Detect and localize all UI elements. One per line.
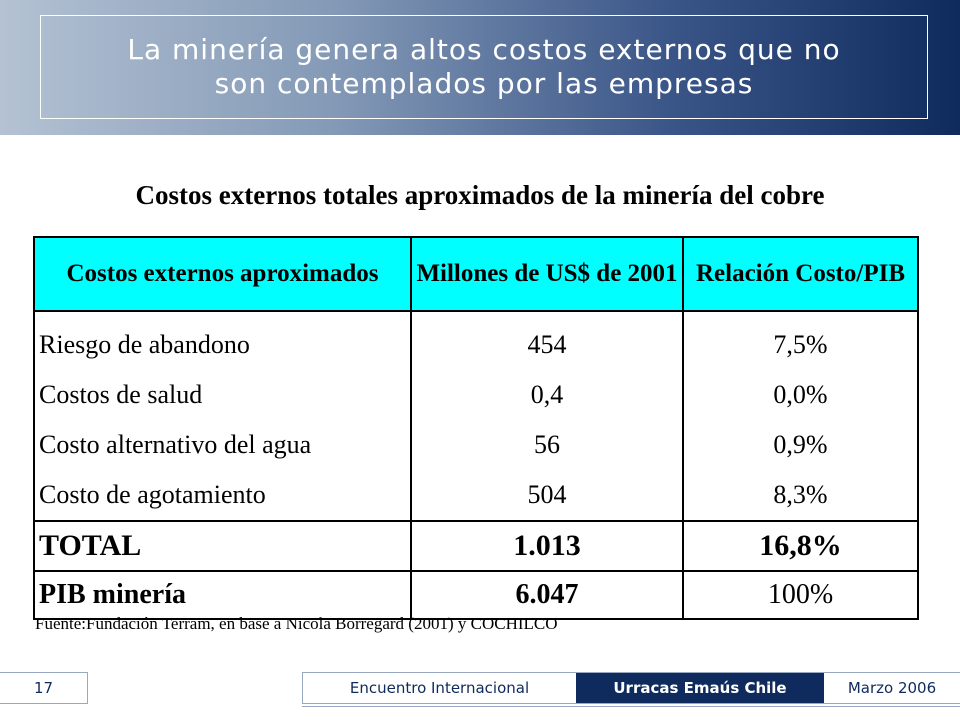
row-label: Costos de salud <box>33 370 412 420</box>
footer-organization: Urracas Emaús Chile <box>576 673 824 703</box>
row-label: Riesgo de abandono <box>33 311 412 370</box>
total-millones: 1.013 <box>410 521 684 572</box>
page-number: 17 <box>0 672 88 704</box>
row-millones: 56 <box>410 420 684 470</box>
pib-relacion: 100% <box>682 571 919 620</box>
table-title: Costos externos totales aproximados de l… <box>135 180 825 210</box>
header-relacion: Relación Costo/PIB <box>682 236 919 312</box>
pib-row: PIB minería 6.047 100% <box>33 571 919 620</box>
table-row: Costo alternativo del agua 56 0,9% <box>33 420 919 470</box>
row-relacion: 0,0% <box>682 370 919 420</box>
row-relacion: 0,9% <box>682 420 919 470</box>
row-millones: 504 <box>410 470 684 522</box>
footer-bar: Encuentro Internacional Urracas Emaús Ch… <box>302 672 960 704</box>
total-row: TOTAL 1.013 16,8% <box>33 521 919 572</box>
row-label: Costo alternativo del agua <box>33 420 412 470</box>
table-row: Costos de salud 0,4 0,0% <box>33 370 919 420</box>
footer-divider <box>302 706 960 707</box>
footer-event: Encuentro Internacional <box>349 679 530 697</box>
header-band <box>0 0 960 135</box>
row-millones: 454 <box>410 311 684 370</box>
header-millones: Millones de US$ de 2001 <box>410 236 684 312</box>
table-header-row: Costos externos aproximados Millones de … <box>33 236 919 312</box>
slide-title-line2: son contemplados por las empresas <box>214 67 754 100</box>
costs-table: Costos externos aproximados Millones de … <box>33 236 919 620</box>
row-millones: 0,4 <box>410 370 684 420</box>
pib-label: PIB minería <box>33 571 412 620</box>
total-label: TOTAL <box>33 521 412 572</box>
row-relacion: 7,5% <box>682 311 919 370</box>
footer-date: Marzo 2006 <box>847 679 937 697</box>
pib-millones: 6.047 <box>410 571 684 620</box>
total-relacion: 16,8% <box>682 521 919 572</box>
row-label: Costo de agotamiento <box>33 470 412 522</box>
row-relacion: 8,3% <box>682 470 919 522</box>
slide-title: La minería genera altos costos externos … <box>40 15 928 119</box>
source-note: Fuente:Fundación Terram, en base a Nicol… <box>35 614 558 633</box>
table-row: Riesgo de abandono 454 7,5% <box>33 311 919 370</box>
table-row: Costo de agotamiento 504 8,3% <box>33 470 919 522</box>
header-costos: Costos externos aproximados <box>33 236 412 312</box>
slide-title-line1: La minería genera altos costos externos … <box>127 33 841 66</box>
